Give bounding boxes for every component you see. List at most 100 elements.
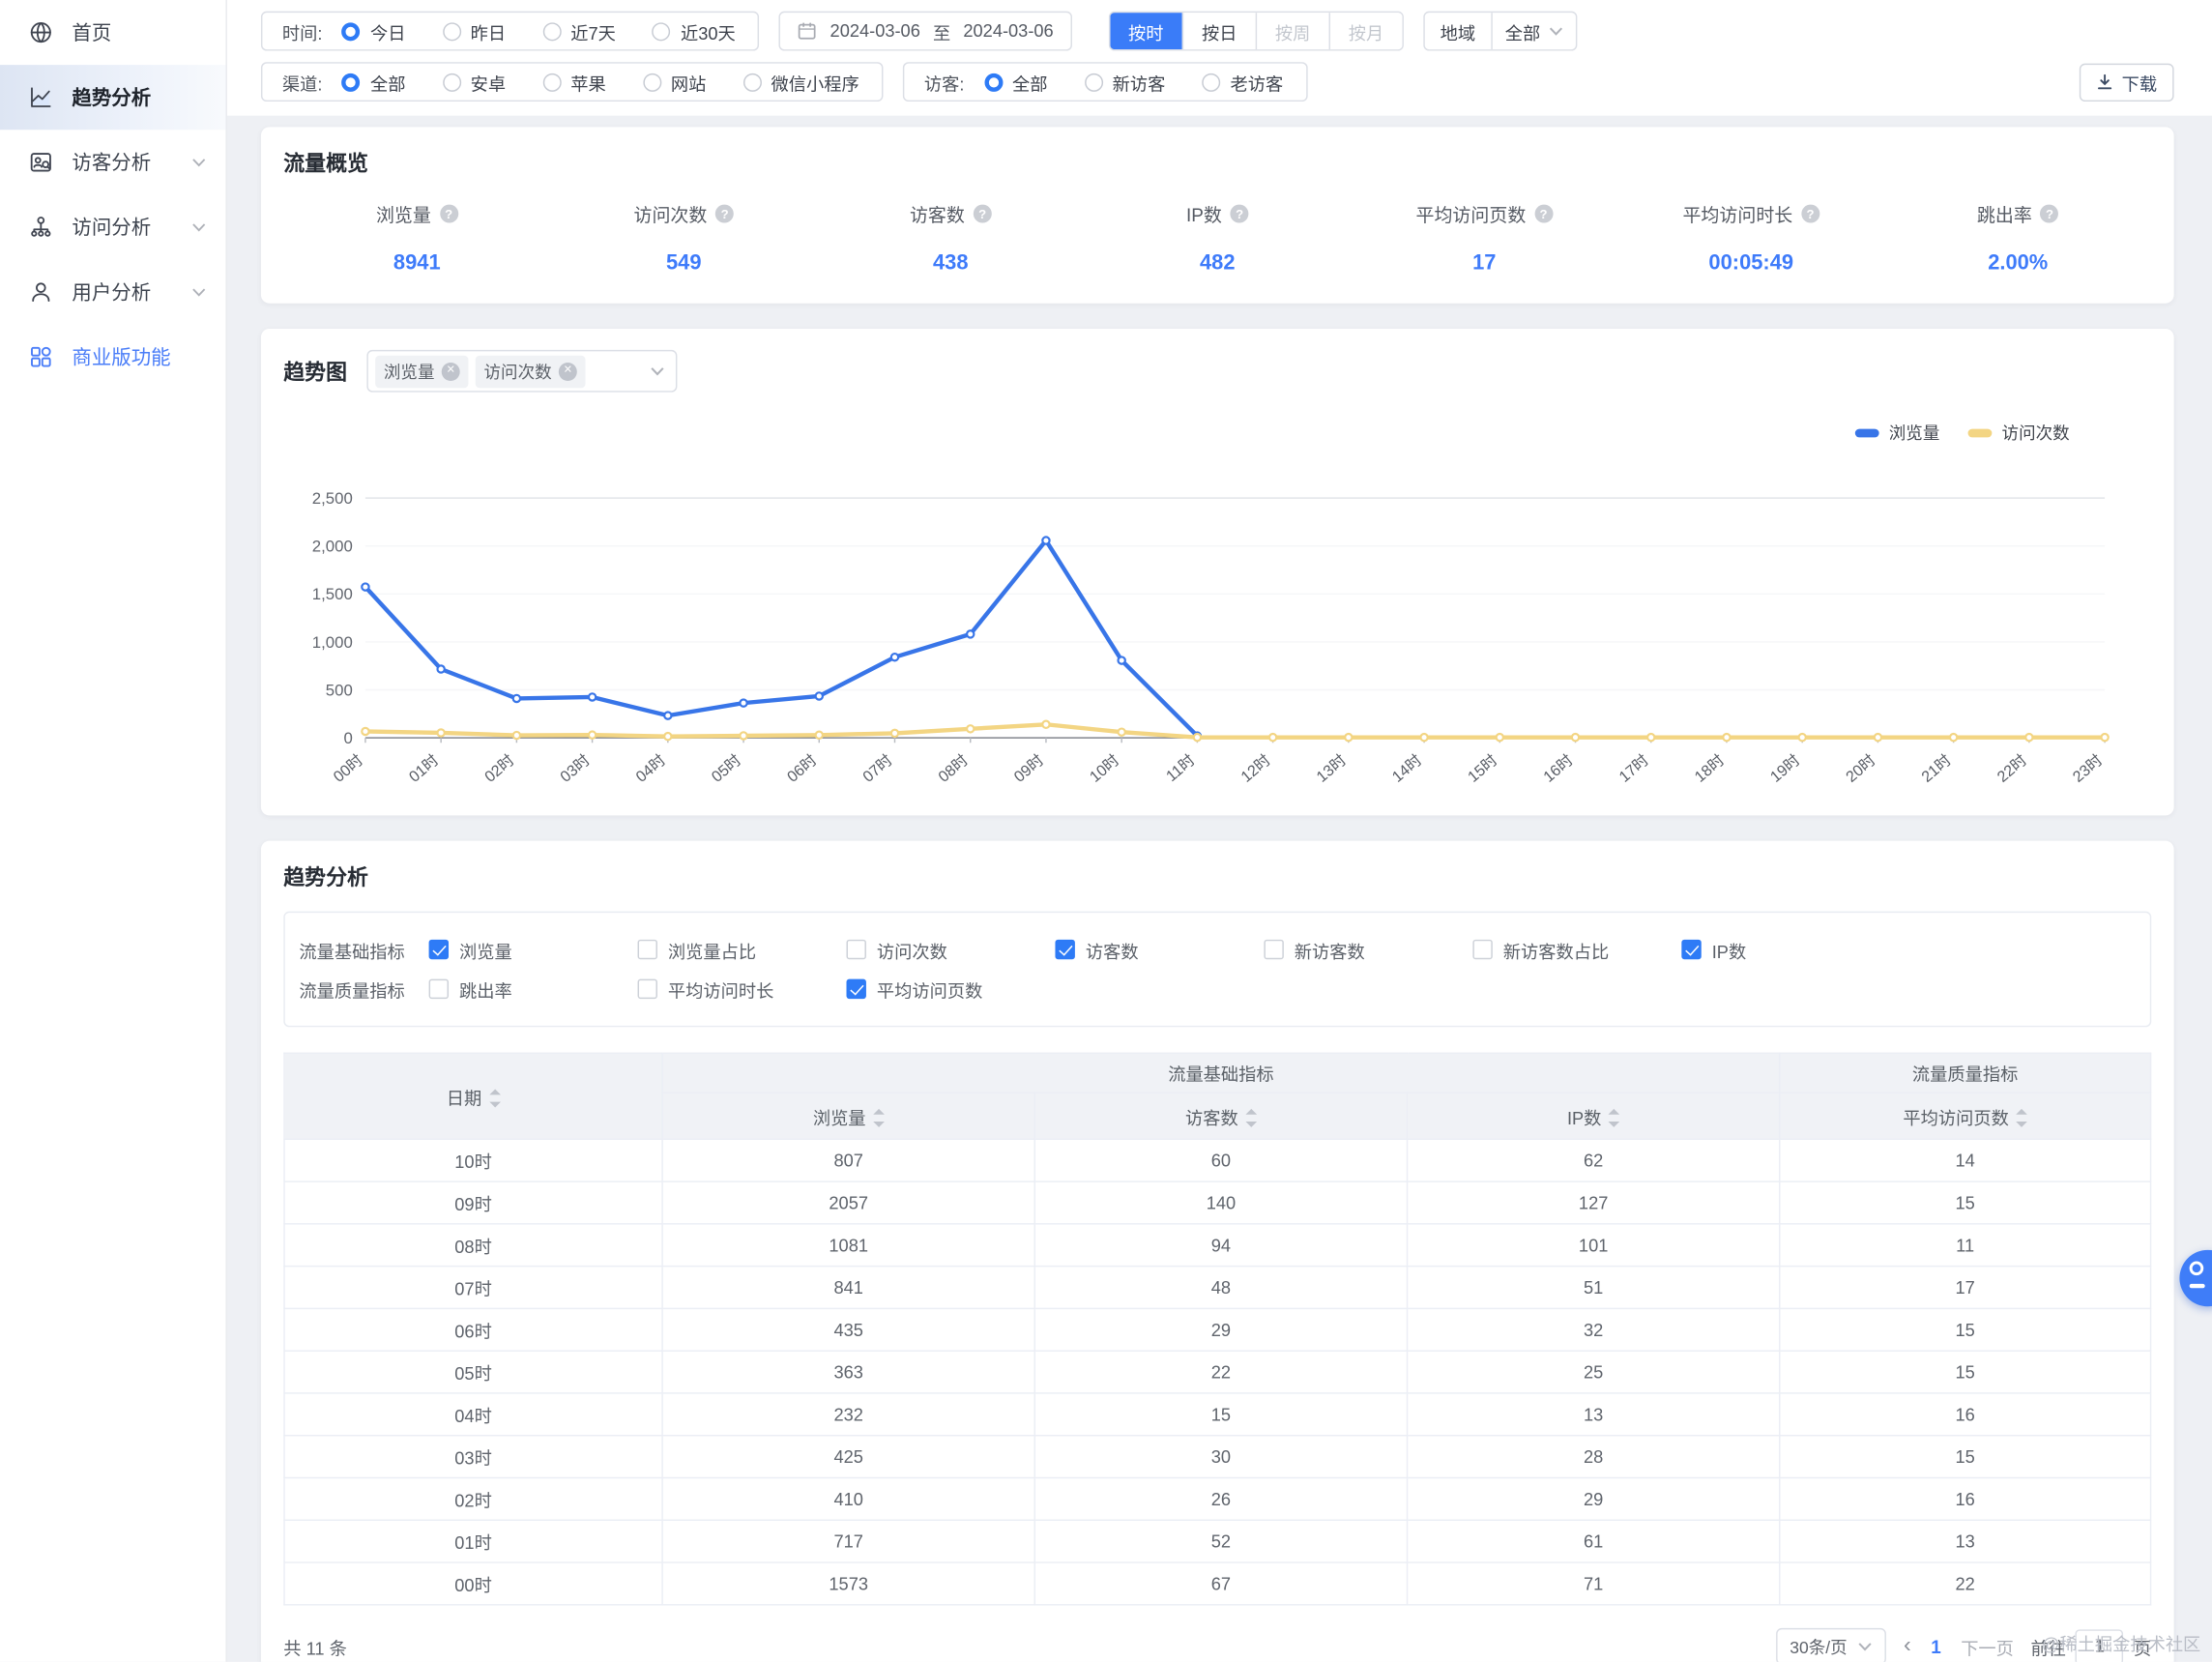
metric-checkbox-0-0[interactable]: 浏览量	[428, 936, 638, 963]
time-option-2[interactable]: 近7天	[542, 17, 616, 44]
traffic-overview-card: 流量概览 浏览量? 8941 访问次数? 549 访客数? 438 IP数? 482 平均访问页…	[260, 127, 2174, 304]
channel-option-4[interactable]: 微信小程序	[742, 69, 859, 96]
tag-close-icon[interactable]: ×	[558, 362, 577, 381]
channel-option-3[interactable]: 网站	[642, 69, 707, 96]
svg-text:500: 500	[326, 681, 353, 699]
sidebar-item-1[interactable]: 趋势分析	[0, 65, 226, 131]
home-icon	[27, 19, 54, 46]
svg-text:22时: 22时	[1994, 751, 2030, 783]
sort-icon[interactable]	[1608, 1108, 1620, 1127]
date-separator: 至	[932, 23, 951, 44]
download-button[interactable]: 下载	[2079, 62, 2174, 102]
help-icon[interactable]: ?	[439, 204, 458, 223]
checkbox-icon	[846, 940, 866, 959]
download-label: 下载	[2121, 73, 2158, 95]
metric-multiselect[interactable]: 浏览量 × 访问次数 ×	[366, 349, 678, 393]
region-select[interactable]: 全部	[1493, 17, 1576, 44]
help-icon[interactable]: ?	[973, 204, 992, 223]
col-header-3: 平均访问页数	[1779, 1092, 2152, 1141]
next-page-button[interactable]: 下一页	[1961, 1638, 2014, 1659]
svg-text:11时: 11时	[1163, 751, 1199, 783]
prev-page-button[interactable]: ‹	[1904, 1633, 1911, 1658]
metric-checkbox-0-6[interactable]: IP数	[1681, 936, 1890, 963]
checkbox-label: 浏览量	[458, 942, 512, 962]
visitor-icon	[27, 149, 54, 176]
sort-icon[interactable]	[1245, 1108, 1257, 1127]
metric-label: 浏览量	[375, 204, 431, 226]
table-cell: 16	[1779, 1392, 2152, 1437]
metric-checkbox-0-1[interactable]: 浏览量占比	[637, 936, 847, 963]
help-icon[interactable]: ?	[1801, 204, 1820, 223]
date-range-picker[interactable]: 2024-03-06 至 2024-03-06	[779, 11, 1072, 51]
table-cell: 14	[1779, 1138, 2152, 1182]
trend-icon	[27, 84, 54, 111]
trend-data-table: 日期 流量基础指标 流量质量指标 浏览量 访客数 IP数 平均访问页数 10时 807 60 62…	[283, 1052, 2152, 1606]
channel-option-0[interactable]: 全部	[341, 69, 406, 96]
svg-text:0: 0	[343, 729, 352, 747]
checkbox-icon	[1264, 940, 1284, 959]
svg-text:20时: 20时	[1843, 751, 1879, 783]
checkbox-label: 访问次数	[876, 942, 947, 962]
table-cell: 140	[1033, 1181, 1409, 1225]
table-cell: 410	[661, 1476, 1036, 1521]
date-end[interactable]: 2024-03-06	[963, 20, 1054, 42]
granularity-button-1[interactable]: 按日	[1181, 13, 1256, 50]
table-cell: 363	[661, 1350, 1036, 1394]
table-cell: 02时	[283, 1476, 663, 1521]
channel-option-2[interactable]: 苹果	[542, 69, 606, 96]
sort-icon[interactable]	[488, 1088, 501, 1107]
legend-item-0[interactable]: 浏览量	[1854, 421, 1939, 445]
date-start[interactable]: 2024-03-06	[830, 20, 920, 42]
sort-icon[interactable]	[2016, 1108, 2027, 1127]
table-cell: 60	[1033, 1138, 1409, 1182]
page-size-select[interactable]: 30条/页	[1775, 1627, 1887, 1662]
sidebar-item-4[interactable]: 用户分析	[0, 259, 225, 324]
chevron-down-icon	[191, 150, 206, 175]
goto-page-input[interactable]	[2076, 1628, 2124, 1662]
radio-icon	[652, 21, 671, 41]
help-icon[interactable]: ?	[1230, 204, 1249, 223]
checkbox-label: 新访客数	[1294, 942, 1365, 962]
time-option-1[interactable]: 昨日	[442, 17, 506, 44]
radio-icon	[542, 73, 562, 92]
metric-checkbox-0-5[interactable]: 新访客数占比	[1472, 936, 1681, 963]
tag-close-icon[interactable]: ×	[441, 362, 460, 381]
metric-checkbox-1-1[interactable]: 平均访问时长	[637, 976, 847, 1003]
overview-title: 流量概览	[283, 152, 368, 177]
sidebar-item-2[interactable]: 访客分析	[0, 130, 225, 194]
table-cell: 15	[1779, 1350, 2152, 1394]
visitor-option-2[interactable]: 老访客	[1202, 69, 1283, 96]
table-cell: 717	[661, 1519, 1036, 1563]
sidebar-item-3[interactable]: 访问分析	[0, 194, 225, 259]
visitor-option-1[interactable]: 新访客	[1084, 69, 1165, 96]
legend-label: 访问次数	[2001, 423, 2070, 444]
radio-label: 网站	[670, 73, 707, 95]
time-option-0[interactable]: 今日	[341, 17, 406, 44]
svg-text:02时: 02时	[481, 751, 518, 783]
metric-checkbox-1-0[interactable]: 跳出率	[428, 976, 638, 1003]
sidebar-item-label: 访问分析	[72, 216, 152, 239]
help-icon[interactable]: ?	[1534, 204, 1554, 223]
help-icon[interactable]: ?	[715, 204, 735, 223]
help-icon[interactable]: ?	[2040, 204, 2059, 223]
visitor-option-0[interactable]: 全部	[983, 69, 1048, 96]
current-page[interactable]: 1	[1931, 1635, 1941, 1657]
radio-label: 安卓	[470, 73, 507, 95]
granularity-button-0[interactable]: 按时	[1110, 13, 1182, 50]
metric-checkbox-0-3[interactable]: 访客数	[1055, 936, 1264, 963]
metric-checkbox-1-2[interactable]: 平均访问页数	[846, 976, 1056, 1003]
table-cell: 29	[1033, 1307, 1409, 1352]
channel-option-1[interactable]: 安卓	[442, 69, 506, 96]
sidebar-item-0[interactable]: 首页	[0, 0, 225, 65]
table-cell: 62	[1406, 1138, 1781, 1182]
metric-checkbox-0-4[interactable]: 新访客数	[1264, 936, 1472, 963]
time-option-3[interactable]: 近30天	[652, 17, 736, 44]
table-cell: 06时	[283, 1307, 663, 1352]
metric-checkbox-0-2[interactable]: 访问次数	[846, 936, 1056, 963]
sort-icon[interactable]	[872, 1108, 885, 1127]
region-filter: 地域 全部	[1423, 11, 1578, 51]
visit-icon	[27, 214, 54, 241]
metric-value: 00:05:49	[1708, 250, 1794, 276]
sidebar-item-5[interactable]: 商业版功能	[0, 325, 225, 390]
legend-item-1[interactable]: 访问次数	[1967, 421, 2070, 445]
